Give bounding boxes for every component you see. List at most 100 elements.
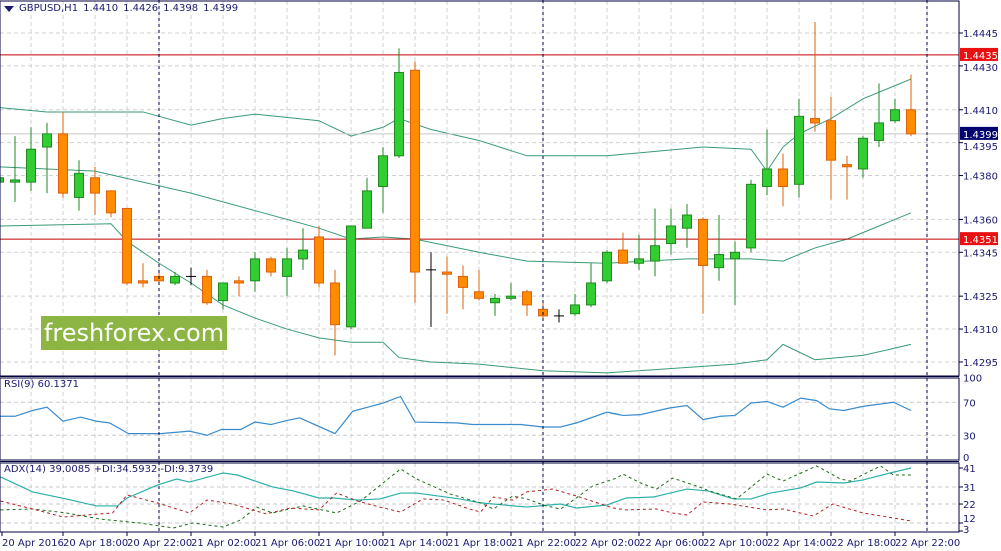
price-tick-label: 1.4310 bbox=[963, 325, 998, 336]
candle-bull bbox=[26, 148, 36, 183]
time-label: 22 Apr 10:00 bbox=[703, 538, 768, 549]
candle-bear bbox=[314, 236, 324, 284]
price-tick-label: 1.4360 bbox=[963, 215, 998, 226]
adx-title: ADX(14) 39.0085 +DI:34.5932 -DI:9.3739 bbox=[4, 464, 214, 475]
candle-bull bbox=[666, 225, 676, 245]
high-value: 1.4426 bbox=[123, 3, 159, 14]
time-label: 21 Apr 02:00 bbox=[191, 538, 256, 549]
current-price-label: 1.4399 bbox=[963, 130, 998, 141]
candle-bull bbox=[570, 304, 580, 315]
plus-di-line bbox=[0, 465, 911, 529]
adx-tick-label: 3 bbox=[963, 525, 969, 536]
candle-bull bbox=[282, 258, 292, 277]
candle-bull bbox=[378, 155, 388, 188]
candle-bull bbox=[762, 168, 772, 188]
candle-bear bbox=[618, 249, 628, 264]
symbol-label: GBPUSD,H1 bbox=[19, 3, 79, 14]
candle-bear bbox=[90, 177, 100, 194]
freshforex-watermark-logo: freshforex.com bbox=[41, 316, 227, 350]
candle-bear bbox=[474, 291, 484, 299]
bollinger-upper bbox=[0, 78, 912, 173]
adx-tick-label: 41 bbox=[963, 464, 976, 475]
time-label: 22 Apr 14:00 bbox=[767, 538, 832, 549]
price-tick-label: 1.4445 bbox=[963, 29, 998, 40]
low-value: 1.4398 bbox=[163, 3, 199, 14]
candle-bull bbox=[586, 282, 596, 306]
rsi-title: RSI(9) 60.1371 bbox=[4, 379, 79, 390]
rsi-line bbox=[0, 395, 912, 436]
price-tick-label: 1.4325 bbox=[963, 292, 998, 303]
candle-bear bbox=[698, 218, 708, 266]
candle-bear bbox=[138, 280, 148, 284]
time-label: 21 Apr 14:00 bbox=[383, 538, 448, 549]
candle-bull bbox=[10, 179, 20, 183]
candle-bear bbox=[106, 190, 116, 214]
resistance-level-label-bg bbox=[960, 47, 998, 61]
candle-bear bbox=[122, 207, 132, 284]
resistance-level-label: 1.4435 bbox=[963, 51, 998, 62]
price-tick-label: 1.4295 bbox=[963, 358, 998, 369]
price-tick-label: 1.4380 bbox=[963, 172, 998, 183]
time-label: 22 Apr 18:00 bbox=[831, 538, 896, 549]
candle-bull bbox=[730, 251, 740, 260]
bollinger-bands bbox=[0, 78, 912, 374]
candle-bull bbox=[858, 137, 868, 170]
adx-panel bbox=[0, 465, 912, 529]
price-labels: 1.4445 1.4430 1.4410 1.4395 1.4380 1.4360 1.43… bbox=[1, 29, 998, 549]
candle-bull bbox=[682, 214, 692, 229]
price-tick-label: 1.4430 bbox=[963, 63, 998, 74]
candle-bear bbox=[826, 120, 836, 161]
candle-bear bbox=[58, 133, 68, 194]
dropdown-triangle-icon[interactable] bbox=[4, 5, 14, 12]
candle-bull bbox=[746, 183, 756, 249]
candle-bear bbox=[266, 258, 276, 273]
rsi-tick-label: 100 bbox=[963, 374, 982, 385]
time-label: 22 Apr 02:00 bbox=[575, 538, 640, 549]
candle-bull bbox=[170, 275, 180, 284]
candle-bull bbox=[250, 258, 260, 282]
close-value: 1.4399 bbox=[203, 3, 239, 14]
candle-bull bbox=[42, 133, 52, 148]
candle-bull bbox=[890, 109, 900, 122]
candle-bull bbox=[0, 177, 4, 183]
panel-border bbox=[0, 377, 960, 461]
candle-bull bbox=[490, 297, 500, 304]
panel-border bbox=[0, 462, 960, 533]
rsi-tick-label: 0 bbox=[963, 453, 969, 464]
candle-bear bbox=[458, 275, 468, 288]
candle-bull bbox=[218, 282, 228, 302]
time-label: 21 Apr 06:00 bbox=[255, 538, 320, 549]
candle-bull bbox=[874, 122, 884, 141]
candle-bull bbox=[650, 245, 660, 262]
candle-bull bbox=[602, 251, 612, 282]
time-label: 22 Apr 06:00 bbox=[639, 538, 704, 549]
adx-tick-label: 31 bbox=[963, 483, 976, 494]
time-label: 22 Apr 22:00 bbox=[895, 538, 960, 549]
candle-bull bbox=[346, 225, 356, 328]
candle-bull bbox=[794, 115, 804, 185]
open-value: 1.4410 bbox=[83, 3, 119, 14]
axes bbox=[0, 0, 960, 533]
candle-bull bbox=[394, 71, 404, 157]
support-level-label-bg bbox=[960, 232, 998, 246]
price-tick-label: 1.4395 bbox=[963, 142, 998, 153]
adx-tick-label: 22 bbox=[963, 500, 976, 511]
current-price-label-bg bbox=[960, 126, 998, 140]
time-label: 20 Apr 18:00 bbox=[63, 538, 128, 549]
candle-bull bbox=[74, 172, 84, 198]
time-label: 21 Apr 22:00 bbox=[511, 538, 576, 549]
candle-bear bbox=[906, 109, 916, 135]
rsi-panel bbox=[0, 395, 912, 436]
candle-bull bbox=[634, 258, 644, 264]
adx-line bbox=[0, 467, 912, 509]
candle-bear bbox=[778, 168, 788, 188]
time-label: 20 Apr 22:00 bbox=[127, 538, 192, 549]
price-tick-label: 1.4345 bbox=[963, 248, 998, 259]
rsi-tick-label: 30 bbox=[963, 431, 976, 442]
candle-bull bbox=[298, 249, 308, 260]
candle-bear bbox=[842, 164, 852, 168]
candle-bear bbox=[234, 280, 244, 284]
adx-tick-label: 12 bbox=[963, 514, 976, 525]
rsi-tick-label: 70 bbox=[963, 398, 976, 409]
